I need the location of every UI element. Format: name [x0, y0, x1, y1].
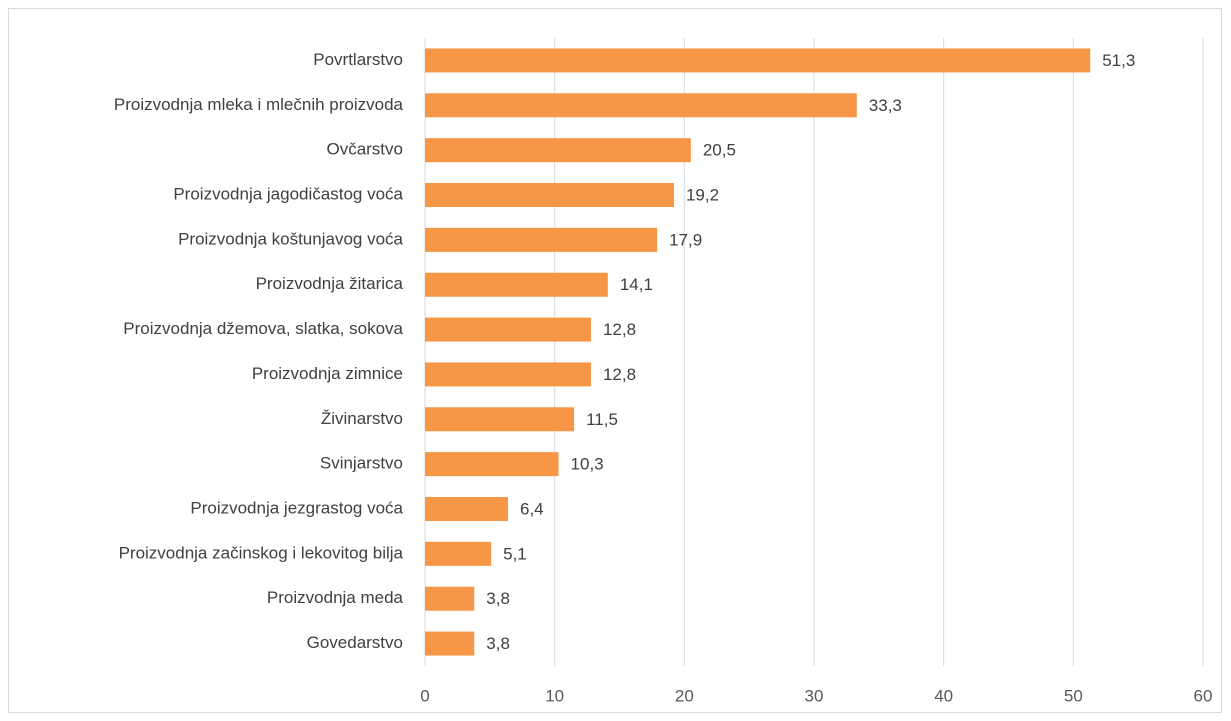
x-tick-label: 40: [934, 686, 953, 705]
y-tick-label: Proizvodnja zimnice: [252, 364, 403, 383]
x-tick-label: 20: [675, 686, 694, 705]
data-label: 11,5: [586, 410, 618, 429]
y-tick-label: Proizvodnja začinskog i lekovitog bilja: [119, 543, 404, 562]
y-tick-label: Proizvodnja mleka i mlečnih proizvoda: [114, 95, 404, 114]
data-label: 17,9: [669, 230, 702, 249]
data-label: 10,3: [571, 455, 604, 474]
chart-border: [8, 8, 1222, 713]
bar: [425, 317, 591, 342]
bar: [425, 227, 658, 252]
y-tick-label: Ovčarstvo: [326, 140, 403, 159]
data-label: 33,3: [869, 96, 902, 115]
x-tick-label: 60: [1194, 686, 1213, 705]
data-label: 12,8: [603, 365, 636, 384]
bar: [425, 631, 475, 656]
data-label: 20,5: [703, 141, 736, 160]
y-tick-label: Povrtlarstvo: [313, 50, 403, 69]
bar: [425, 362, 591, 387]
x-tick-label: 50: [1064, 686, 1083, 705]
bar: [425, 138, 691, 163]
y-tick-label: Proizvodnja koštunjavog voća: [178, 229, 403, 248]
bar: [425, 48, 1091, 73]
x-tick-label: 0: [420, 686, 429, 705]
data-label: 12,8: [603, 320, 636, 339]
bar: [425, 452, 559, 477]
data-label: 19,2: [686, 185, 719, 204]
y-tick-label: Govedarstvo: [307, 633, 403, 652]
y-tick-label: Proizvodnja jezgrastog voća: [190, 498, 403, 517]
x-tick-label: 10: [545, 686, 564, 705]
y-tick-label: Živinarstvo: [321, 409, 403, 428]
bar: [425, 586, 475, 611]
x-tick-label: 30: [805, 686, 824, 705]
y-tick-label: Proizvodnja žitarica: [256, 274, 404, 293]
bar: [425, 407, 575, 432]
data-label: 5,1: [503, 544, 527, 563]
data-label: 14,1: [620, 275, 653, 294]
y-tick-label: Proizvodnja meda: [267, 588, 404, 607]
bar: [425, 183, 674, 207]
bar: [425, 497, 508, 521]
bar: [425, 272, 608, 297]
y-tick-label: Proizvodnja džemova, slatka, sokova: [123, 319, 403, 338]
y-tick-label: Svinjarstvo: [320, 454, 403, 473]
data-label: 3,8: [486, 634, 510, 653]
bar: [425, 93, 857, 118]
data-label: 3,8: [486, 589, 510, 608]
data-label: 6,4: [520, 499, 544, 518]
bar: [425, 541, 492, 566]
y-tick-label: Proizvodnja jagodičastog voća: [173, 184, 403, 203]
data-label: 51,3: [1102, 51, 1135, 70]
